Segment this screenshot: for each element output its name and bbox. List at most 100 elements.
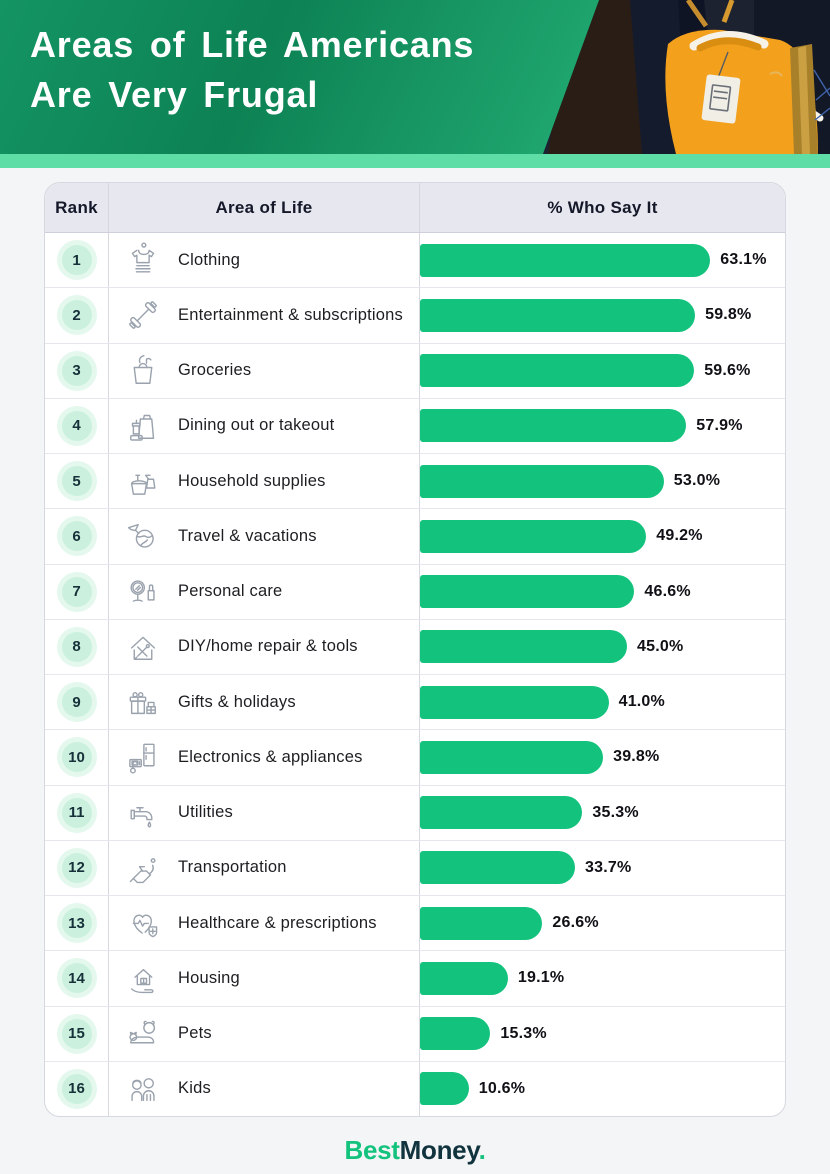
rank-badge: 9: [61, 687, 92, 718]
percent-cell: 59.8%: [420, 288, 785, 342]
rank-badge: 8: [61, 631, 92, 662]
percent-bar: [420, 961, 508, 995]
table-row: 3 Groceries 59.6%: [45, 342, 785, 398]
clothing-icon: [121, 238, 165, 282]
percent-label: 15.3%: [500, 1024, 547, 1042]
rank-badge: 11: [61, 797, 92, 828]
table-row: 4 Dining out or takeout 57.9%: [45, 397, 785, 453]
area-cell: Dining out or takeout: [109, 398, 420, 453]
percent-cell: 49.2%: [420, 509, 785, 563]
column-header-rank: Rank: [45, 183, 109, 232]
area-cell: Household supplies: [109, 454, 420, 509]
percent-cell: 39.8%: [420, 730, 785, 784]
rank-cell: 10: [45, 730, 109, 785]
percent-label: 41.0%: [618, 693, 665, 711]
area-label: Gifts & holidays: [178, 692, 296, 711]
percent-bar: [420, 630, 627, 664]
table-row: 8 DIY/home repair & tools 45.0%: [45, 618, 785, 674]
column-header-area: Area of Life: [109, 183, 420, 232]
percent-cell: 63.1%: [420, 233, 785, 287]
rank-badge: 15: [61, 1018, 92, 1049]
area-label: DIY/home repair & tools: [178, 637, 358, 656]
area-cell: Travel & vacations: [109, 509, 420, 564]
percent-cell: 46.6%: [420, 565, 785, 619]
percent-label: 35.3%: [592, 803, 639, 821]
percent-bar: [420, 1072, 469, 1106]
table-row: 11 Utilities 35.3%: [45, 784, 785, 840]
percent-cell: 57.9%: [420, 399, 785, 453]
rank-badge: 6: [61, 521, 92, 552]
area-cell: Groceries: [109, 343, 420, 398]
percent-bar: [420, 575, 635, 609]
page-title: Areas of Life Americans Are Very Frugal: [30, 20, 474, 119]
area-cell: Kids: [109, 1061, 420, 1116]
heart-health-icon: [121, 901, 165, 945]
cleaning-icon: [121, 459, 165, 503]
percent-cell: 41.0%: [420, 675, 785, 729]
percent-bar: [420, 796, 583, 830]
table-body: 1 Clothing 63.1% 2 Entertainment & subsc…: [45, 233, 785, 1116]
percent-cell: 26.6%: [420, 896, 785, 950]
percent-bar: [420, 1017, 491, 1051]
area-label: Transportation: [178, 858, 287, 877]
percent-cell: 35.3%: [420, 786, 785, 840]
table-row: 14 Housing 19.1%: [45, 950, 785, 1006]
area-cell: Healthcare & prescriptions: [109, 896, 420, 951]
header-band: Areas of Life Americans Are Very Frugal: [0, 0, 830, 154]
bestmoney-logo: BestMoney.: [344, 1135, 485, 1166]
rank-badge: 14: [61, 963, 92, 994]
percent-bar: [420, 298, 696, 332]
grocery-bag-icon: [121, 349, 165, 393]
table-row: 6 Travel & vacations 49.2%: [45, 508, 785, 564]
percent-label: 57.9%: [696, 416, 743, 434]
area-cell: Electronics & appliances: [109, 730, 420, 785]
table-row: 13 Healthcare & prescriptions 26.6%: [45, 895, 785, 951]
header-photo: [542, 0, 830, 154]
rank-cell: 16: [45, 1061, 109, 1116]
area-label: Electronics & appliances: [178, 747, 363, 766]
percent-bar: [420, 409, 687, 443]
rank-badge: 13: [61, 908, 92, 939]
percent-label: 59.8%: [705, 306, 752, 324]
column-header-percent: % Who Say It: [547, 197, 658, 217]
percent-label: 39.8%: [613, 748, 660, 766]
rank-cell: 11: [45, 785, 109, 840]
rank-cell: 3: [45, 343, 109, 398]
faucet-icon: [121, 791, 165, 835]
rank-cell: 1: [45, 233, 109, 288]
ranking-table-card: Rank Area of Life % Who Say It 1 Clothin…: [44, 182, 786, 1117]
rank-badge: 1: [61, 245, 92, 276]
table-header-row: Rank Area of Life % Who Say It: [45, 183, 785, 233]
area-label: Groceries: [178, 361, 252, 380]
table-row: 16 Kids 10.6%: [45, 1060, 785, 1116]
area-cell: Utilities: [109, 785, 420, 840]
percent-label: 45.0%: [637, 637, 684, 655]
rank-cell: 4: [45, 398, 109, 453]
percent-bar: [420, 243, 711, 277]
rank-badge: 7: [61, 576, 92, 607]
table-row: 5 Household supplies 53.0%: [45, 453, 785, 509]
percent-bar: [420, 685, 609, 719]
percent-cell: 15.3%: [420, 1007, 785, 1061]
mirror-lipstick-icon: [121, 570, 165, 614]
percent-label: 10.6%: [478, 1079, 526, 1097]
table-row: 7 Personal care 46.6%: [45, 563, 785, 619]
percent-label: 46.6%: [644, 582, 691, 600]
percent-bar: [420, 906, 543, 940]
dumbbell-icon: [121, 293, 165, 337]
gifts-icon: [121, 680, 165, 724]
page-title-line1: Areas of Life Americans: [30, 24, 475, 65]
area-label: Entertainment & subscriptions: [178, 305, 403, 324]
rank-cell: 6: [45, 509, 109, 564]
appliances-icon: [121, 735, 165, 779]
percent-bar: [420, 519, 647, 553]
logo-money-text: Money: [399, 1134, 479, 1165]
percent-cell: 45.0%: [420, 620, 785, 674]
table-row: 12 Transportation 33.7%: [45, 839, 785, 895]
percent-label: 53.0%: [673, 472, 721, 490]
table-row: 2 Entertainment & subscriptions 59.8%: [45, 287, 785, 343]
logo-best-text: Best: [344, 1134, 400, 1165]
rank-cell: 2: [45, 288, 109, 343]
area-label: Household supplies: [178, 471, 326, 490]
